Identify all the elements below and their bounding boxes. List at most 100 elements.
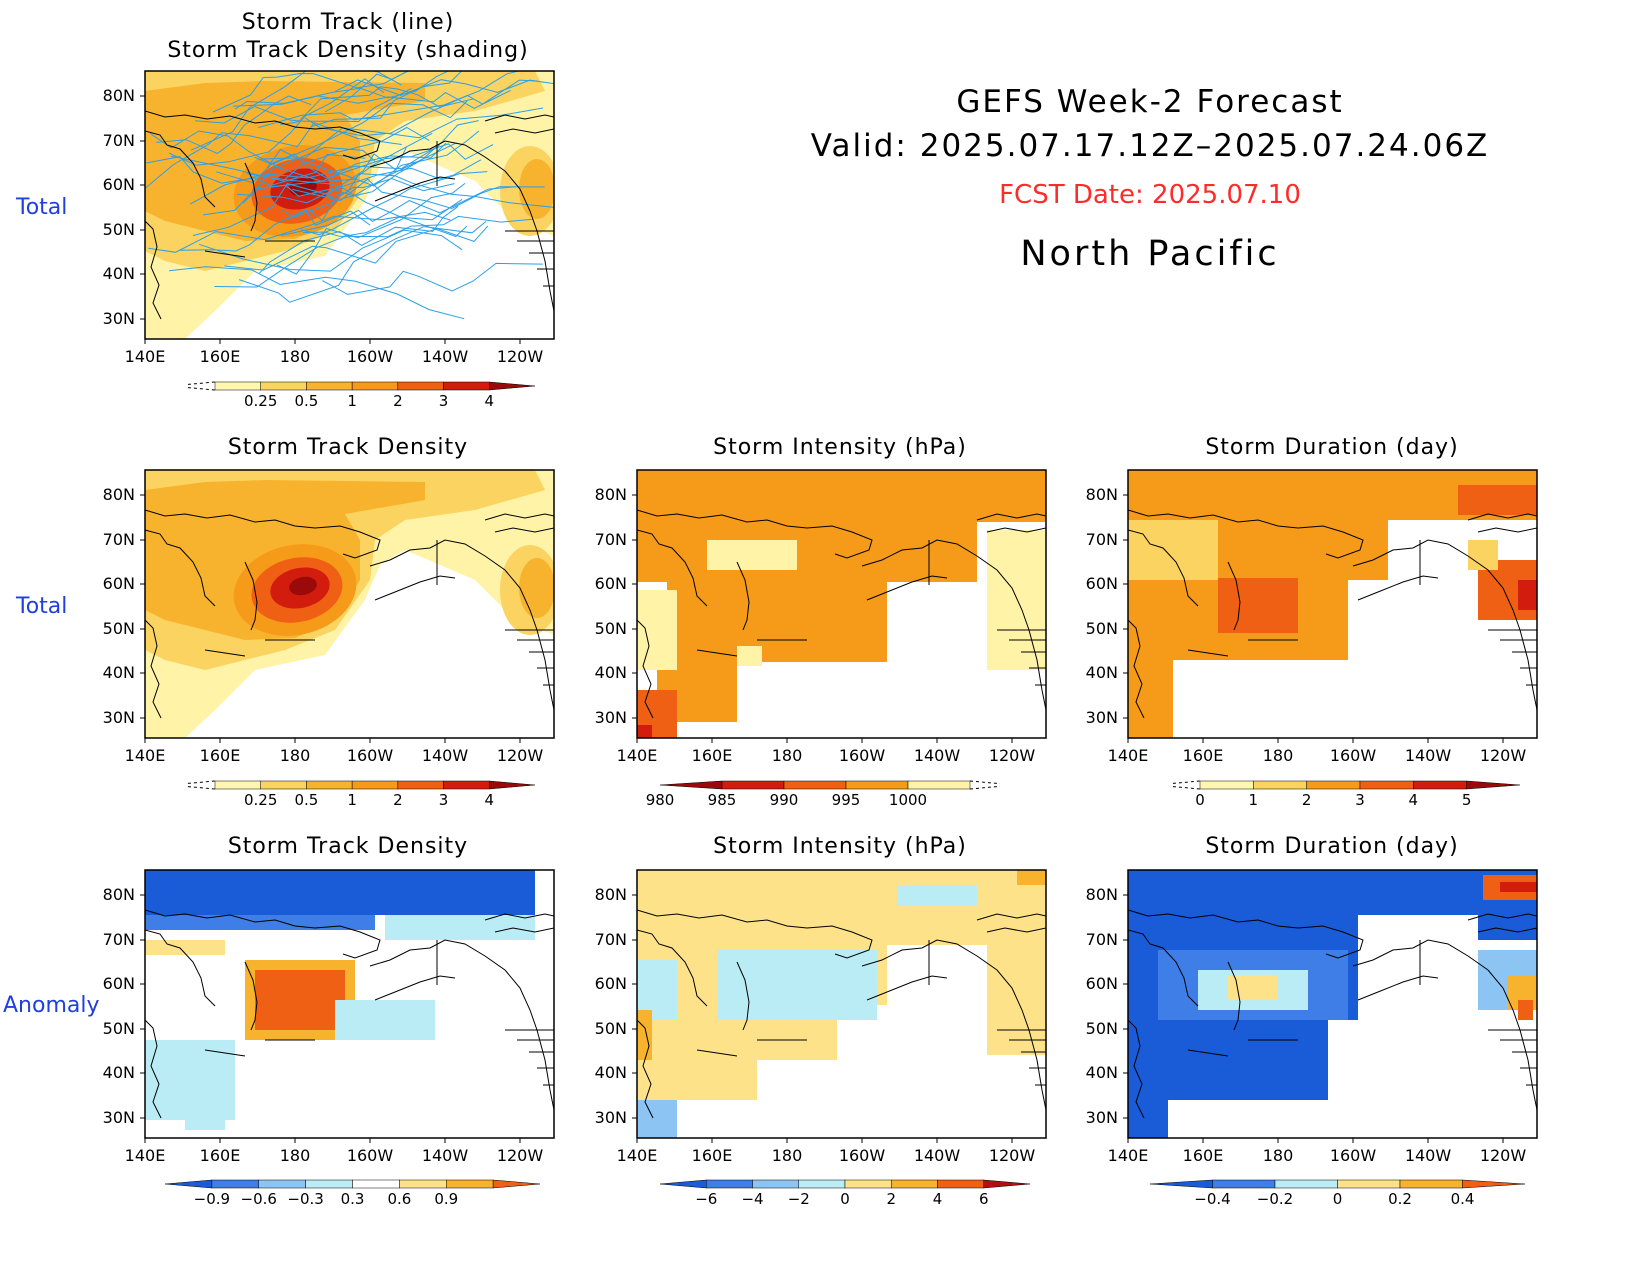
lat-label: 70N (103, 131, 135, 150)
lat-label: 40N (103, 264, 135, 283)
lon-label: 120W (497, 746, 544, 765)
lat-label: 50N (1086, 1019, 1118, 1038)
colorbar-tick-label: 4 (485, 791, 495, 809)
lat-label: 60N (595, 574, 627, 593)
lon-label: 140W (1405, 746, 1452, 765)
lon-label: 160E (200, 1146, 241, 1165)
lon-label: 140E (617, 746, 658, 765)
lat-label: 30N (1086, 1108, 1118, 1127)
lon-label: 180 (772, 746, 803, 765)
lon-label: 120W (989, 746, 1036, 765)
lat-label: 50N (103, 619, 135, 638)
colorbar-tick-label: 0.6 (387, 1190, 411, 1208)
colorbar-tick-label: −2 (788, 1190, 810, 1208)
colorbar-tick-label: 3 (439, 791, 449, 809)
colorbar-tick-label: 0.2 (1388, 1190, 1412, 1208)
lat-label: 40N (1086, 1063, 1118, 1082)
colorbar-tick-label: 3 (1355, 791, 1365, 809)
lat-label: 70N (103, 530, 135, 549)
lon-label: 140E (1108, 746, 1149, 765)
density-anom-title: Storm Track Density (227, 834, 469, 859)
lon-label: 120W (1480, 1146, 1527, 1165)
lon-label: 120W (989, 1146, 1036, 1165)
lon-label: 160E (1183, 746, 1224, 765)
lon-label: 160W (1330, 746, 1377, 765)
colorbar-tick-label: 5 (1462, 791, 1472, 809)
lat-label: 80N (1086, 885, 1118, 904)
lon-label: 160W (347, 746, 394, 765)
lat-label: 50N (595, 1019, 627, 1038)
duration-anom-title: Storm Duration (day) (1205, 834, 1459, 859)
colorbar-tick-label: −6 (695, 1190, 717, 1208)
colorbar-tick-label: 2 (886, 1190, 896, 1208)
colorbar-tick-label: 4 (1409, 791, 1419, 809)
lat-label: 30N (103, 1108, 135, 1127)
lat-label: 80N (103, 86, 135, 105)
track-title-line: Storm Track (line) (241, 10, 455, 35)
colorbar-tick-label: 0.5 (294, 392, 318, 410)
lat-label: 60N (595, 974, 627, 993)
intensity-title: Storm Intensity (hPa) (713, 435, 967, 460)
colorbar-tick-label: 6 (979, 1190, 989, 1208)
lon-label: 160W (839, 746, 886, 765)
lat-label: 40N (595, 663, 627, 682)
colorbar-tick-label: 2 (1302, 791, 1312, 809)
colorbar-tick-label: −0.9 (194, 1190, 230, 1208)
lat-label: 70N (1086, 530, 1118, 549)
lat-label: 60N (103, 175, 135, 194)
colorbar-tick-label: 0.25 (244, 791, 277, 809)
colorbar-tick-label: 3 (439, 392, 449, 410)
lon-label: 160W (347, 347, 394, 366)
lat-label: 80N (595, 885, 627, 904)
colorbar-tick-label: 995 (832, 791, 861, 809)
lat-label: 50N (103, 1019, 135, 1038)
lat-label: 30N (1086, 708, 1118, 727)
colorbar-tick-label: 0.25 (244, 392, 277, 410)
lon-label: 140W (914, 1146, 961, 1165)
lon-label: 120W (497, 1146, 544, 1165)
lon-label: 140W (1405, 1146, 1452, 1165)
row-label-bottom: Anomaly (3, 993, 100, 1018)
lat-label: 60N (1086, 974, 1118, 993)
colorbar-tick-label: 0.5 (294, 791, 318, 809)
lon-label: 140W (422, 347, 469, 366)
colorbar-tick-label: 2 (393, 392, 403, 410)
colorbar-tick-label: 980 (646, 791, 675, 809)
colorbar-tick-label: 0.9 (434, 1190, 458, 1208)
lon-label: 140W (914, 746, 961, 765)
lon-label: 160E (692, 1146, 733, 1165)
lat-label: 30N (595, 1108, 627, 1127)
lat-label: 60N (103, 974, 135, 993)
lon-label: 120W (1480, 746, 1527, 765)
colorbar-tick-label: 1000 (889, 791, 927, 809)
lon-label: 140E (617, 1146, 658, 1165)
lon-label: 160E (200, 746, 241, 765)
lon-label: 180 (1263, 746, 1294, 765)
colorbar-tick-label: −0.3 (287, 1190, 323, 1208)
lat-label: 30N (103, 309, 135, 328)
colorbar-tick-label: 1 (1249, 791, 1259, 809)
lat-label: 50N (1086, 619, 1118, 638)
lon-label: 180 (280, 347, 311, 366)
lon-label: 160W (839, 1146, 886, 1165)
colorbar-tick-label: −4 (741, 1190, 763, 1208)
colorbar-tick-label: 0 (1195, 791, 1205, 809)
colorbar-tick-label: 985 (708, 791, 737, 809)
colorbar-tick-label: 1 (347, 791, 357, 809)
colorbar-tick-label: 2 (393, 791, 403, 809)
lon-label: 140W (422, 746, 469, 765)
lat-label: 60N (103, 574, 135, 593)
duration-title: Storm Duration (day) (1205, 435, 1459, 460)
lon-label: 160E (200, 347, 241, 366)
lon-label: 140E (125, 746, 166, 765)
lon-label: 160W (1330, 1146, 1377, 1165)
lat-label: 70N (103, 930, 135, 949)
colorbar-tick-label: −0.6 (241, 1190, 277, 1208)
lat-label: 70N (595, 530, 627, 549)
colorbar-tick-label: 0 (840, 1190, 850, 1208)
region-name: North Pacific (1020, 234, 1280, 274)
forecast-title: GEFS Week-2 Forecast (956, 84, 1344, 120)
colorbar-tick-label: −0.2 (1257, 1190, 1293, 1208)
colorbar-tick-label: 0.4 (1451, 1190, 1475, 1208)
lat-label: 50N (103, 220, 135, 239)
